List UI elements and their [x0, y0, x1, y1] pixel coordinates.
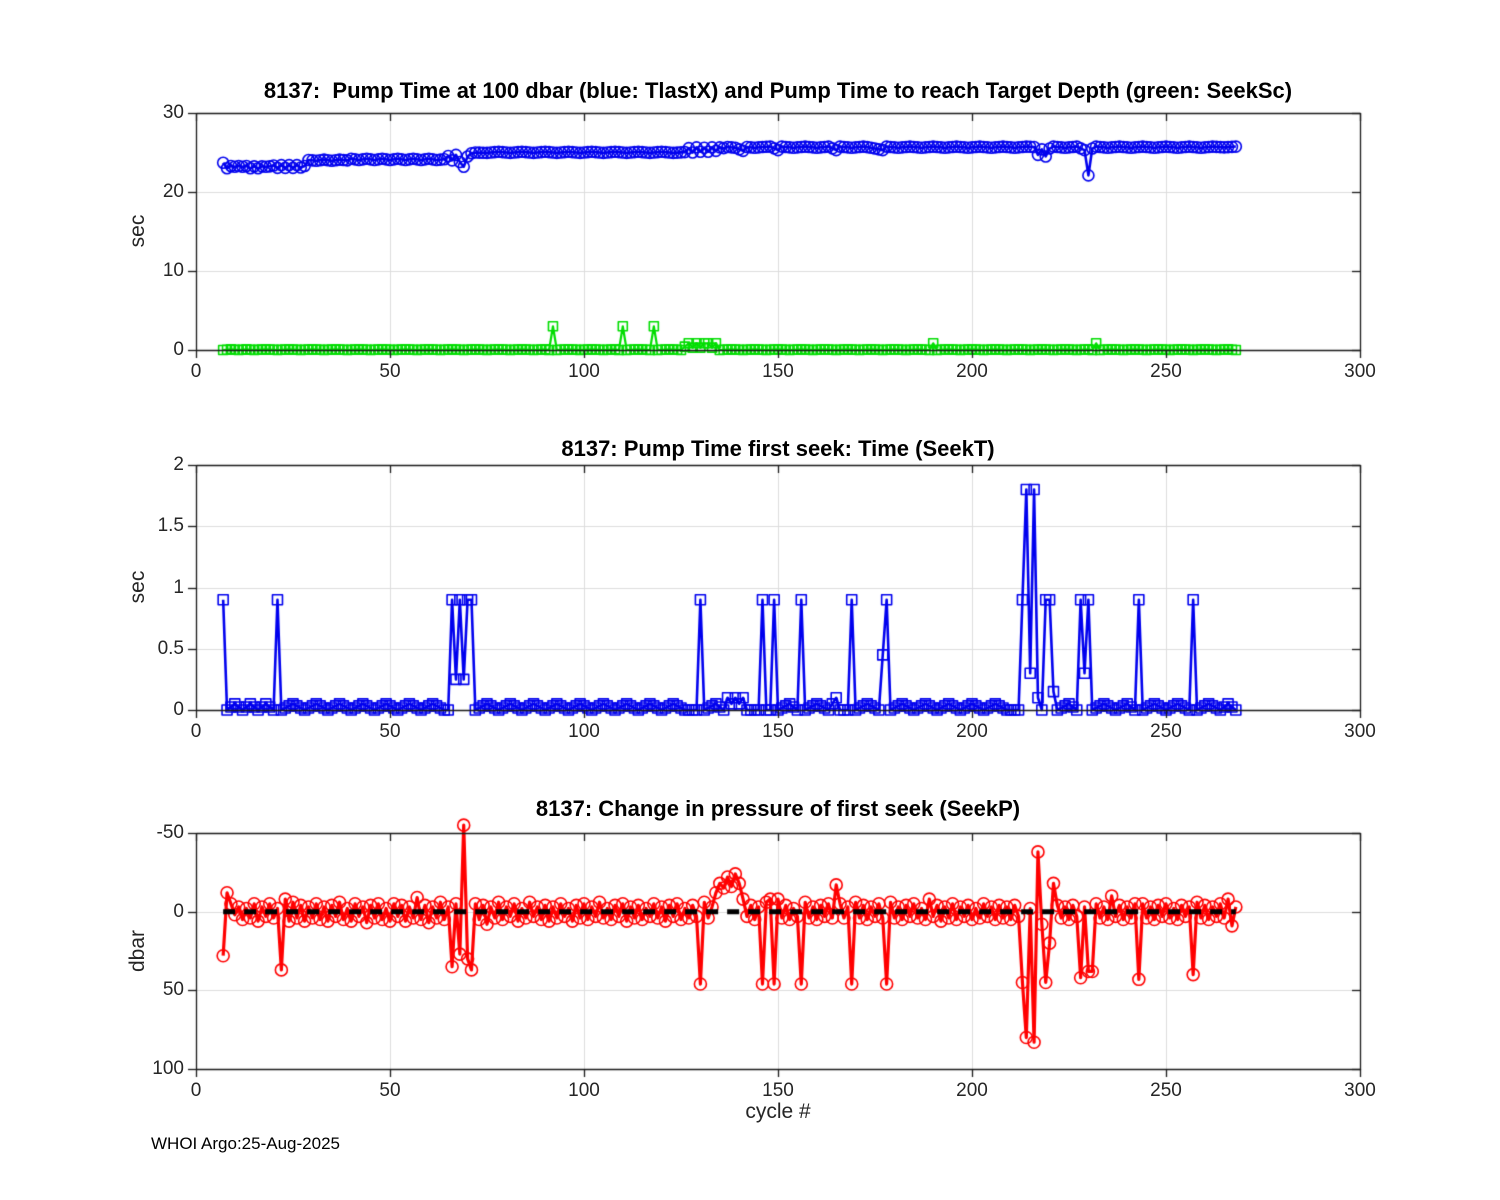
x-tick-label: 50: [379, 1080, 401, 1101]
plot2-y-axis-label: sec: [126, 570, 149, 604]
y-tick-label: 20: [162, 181, 184, 202]
plot3-title: 8137: Change in pressure of first seek (…: [535, 796, 1021, 821]
y-tick-label: 2: [173, 454, 184, 475]
y-tick-label: 0: [173, 900, 184, 922]
y-tick-label: 30: [162, 102, 184, 123]
x-tick-label: 200: [956, 361, 988, 382]
x-tick-label: 150: [762, 721, 794, 742]
x-tick-label: 0: [190, 721, 202, 742]
x-axis-label: cycle #: [745, 1100, 811, 1123]
y-tick-label: 10: [162, 260, 184, 281]
x-tick-label: 300: [1344, 721, 1376, 742]
x-tick-label: 250: [1150, 721, 1182, 742]
x-tick-label: 100: [568, 361, 600, 382]
y-tick-label: 0.5: [157, 637, 184, 659]
x-tick-label: 150: [762, 361, 794, 382]
footer-text: WHOI Argo:25-Aug-2025: [151, 1134, 340, 1153]
y-tick-label: 50: [162, 979, 184, 1001]
x-tick-label: 300: [1344, 361, 1376, 382]
x-tick-label: 100: [568, 721, 600, 742]
y-tick-label: -50: [156, 822, 184, 843]
x-tick-label: 200: [956, 721, 988, 742]
x-tick-label: 100: [568, 1080, 600, 1101]
x-tick-label: 200: [956, 1080, 988, 1101]
x-tick-label: 50: [379, 721, 401, 742]
y-tick-label: 0: [173, 699, 184, 720]
plot2-title: 8137: Pump Time first seek: Time (SeekT): [561, 436, 995, 461]
x-tick-label: 250: [1150, 1080, 1182, 1101]
plot1-title: 8137: Pump Time at 100 dbar (blue: Tlast…: [263, 78, 1293, 103]
plot1-y-axis-label: sec: [126, 214, 149, 248]
y-tick-label: 1: [173, 576, 184, 598]
y-tick-label: 0: [173, 339, 184, 360]
x-tick-label: 0: [190, 1080, 202, 1101]
y-tick-label: 1.5: [157, 515, 184, 537]
y-tick-label: 100: [152, 1058, 184, 1079]
x-tick-label: 0: [190, 361, 202, 382]
x-tick-label: 300: [1344, 1080, 1376, 1101]
plot3-y-axis-label: dbar: [126, 929, 149, 973]
x-tick-label: 50: [379, 361, 401, 382]
x-tick-label: 150: [762, 1080, 794, 1101]
x-tick-label: 250: [1150, 361, 1182, 382]
